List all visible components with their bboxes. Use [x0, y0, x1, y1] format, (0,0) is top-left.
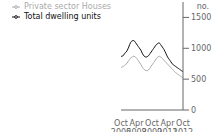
html-text:Total dwelling units: Total dwelling units — [24, 12, 101, 21]
html-text:Private sector Houses: Private sector Houses — [24, 2, 111, 11]
svg-text:Oct2012: Oct2012 — [173, 119, 193, 132]
svg-text:1500: 1500 — [191, 13, 207, 22]
svg-text:1000: 1000 — [191, 44, 207, 53]
svg-text:500: 500 — [191, 75, 206, 84]
svg-text:0: 0 — [191, 106, 196, 115]
html-text:no.: no. — [196, 2, 209, 11]
